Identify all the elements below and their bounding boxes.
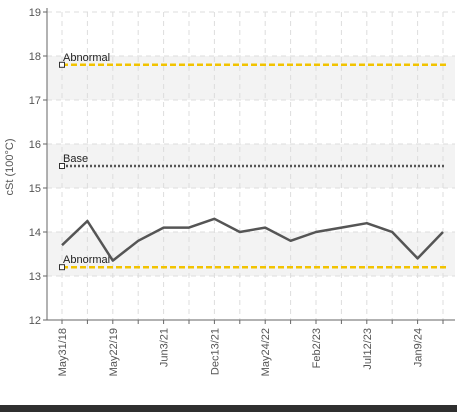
x-tick-label: Jun3/21 (159, 328, 171, 367)
x-tick-label: May24/22 (260, 328, 272, 376)
y-axis: 12 13 14 15 16 17 18 19 (29, 7, 48, 327)
shaded-band (47, 56, 455, 100)
reference-marker (59, 264, 65, 271)
y-tick-label: 18 (29, 51, 41, 63)
x-tick-label: Jan9/24 (413, 328, 425, 367)
x-tick-label: Dec13/21 (209, 328, 221, 375)
y-tick-label: 16 (29, 139, 41, 151)
y-tick-label: 17 (29, 95, 41, 107)
shaded-band (47, 232, 455, 276)
series-line (61, 217, 444, 262)
x-tick-label: May22/19 (108, 328, 120, 376)
reference-marker (59, 61, 65, 68)
x-tick-label: Feb2/23 (311, 328, 323, 368)
x-tick-label: Jul12/23 (362, 328, 374, 370)
series-layer (61, 217, 444, 262)
y-tick-label: 19 (29, 7, 41, 19)
reference-label: Abnormal (63, 254, 110, 266)
y-tick-label: 14 (29, 227, 41, 239)
y-tick-label: 12 (29, 315, 41, 327)
bottom-rule (0, 405, 457, 412)
x-axis: May31/18 May22/19 Jun3/21 Dec13/21 May24/22 F… (47, 319, 455, 376)
reference-label: Abnormal (63, 52, 110, 64)
reference-marker (59, 163, 65, 169)
reference-lines: Abnormal Base Abnormal (59, 52, 446, 271)
y-tick-label: 15 (29, 183, 41, 195)
reference-label: Base (63, 153, 88, 165)
x-tick-label: May31/18 (57, 328, 69, 376)
y-tick-label: 13 (29, 271, 41, 283)
y-axis-label: cSt (100°C) (4, 139, 16, 196)
